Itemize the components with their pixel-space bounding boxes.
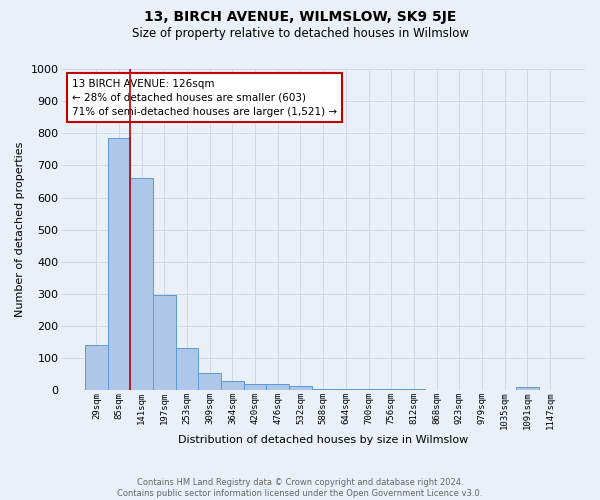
Bar: [85, 346, 108, 391]
Text: Contains HM Land Registry data © Crown copyright and database right 2024.
Contai: Contains HM Land Registry data © Crown c…: [118, 478, 482, 498]
Bar: [199, 374, 221, 390]
Bar: [244, 384, 266, 390]
Bar: [516, 386, 539, 390]
Bar: [335, 389, 357, 390]
Bar: [130, 178, 153, 390]
Bar: [221, 381, 244, 390]
Bar: [357, 389, 380, 390]
Y-axis label: Number of detached properties: Number of detached properties: [15, 142, 25, 318]
Bar: [380, 388, 403, 390]
X-axis label: Distribution of detached houses by size in Wilmslow: Distribution of detached houses by size …: [178, 435, 468, 445]
Bar: [108, 138, 130, 390]
Text: 13 BIRCH AVENUE: 126sqm
← 28% of detached houses are smaller (603)
71% of semi-d: 13 BIRCH AVENUE: 126sqm ← 28% of detache…: [72, 78, 337, 116]
Text: Size of property relative to detached houses in Wilmslow: Size of property relative to detached ho…: [131, 28, 469, 40]
Bar: [403, 389, 425, 390]
Bar: [312, 389, 335, 390]
Bar: [176, 348, 199, 391]
Bar: [153, 294, 176, 390]
Bar: [266, 384, 289, 390]
Bar: [289, 386, 312, 390]
Text: 13, BIRCH AVENUE, WILMSLOW, SK9 5JE: 13, BIRCH AVENUE, WILMSLOW, SK9 5JE: [144, 10, 456, 24]
